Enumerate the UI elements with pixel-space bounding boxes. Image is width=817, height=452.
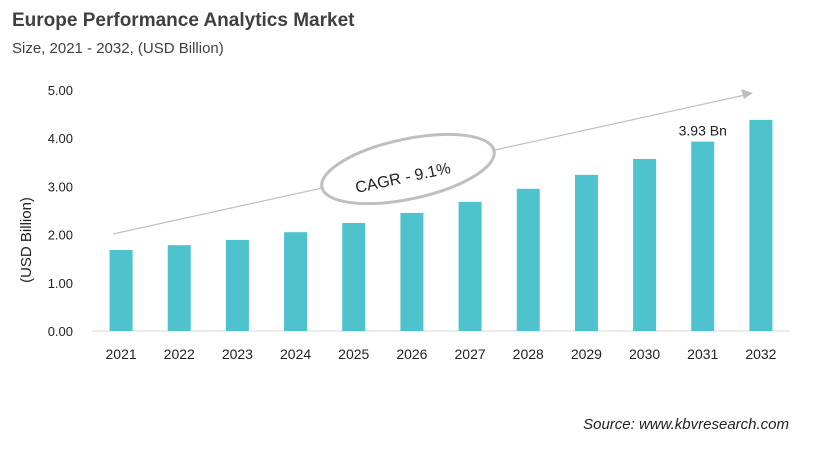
bar-2028 bbox=[516, 188, 540, 331]
x-tick-label: 2024 bbox=[280, 346, 311, 362]
x-tick-label: 2025 bbox=[338, 346, 369, 362]
bar-2023 bbox=[225, 239, 249, 331]
y-tick-label: 2.00 bbox=[48, 228, 73, 243]
trend-arrow-head bbox=[741, 89, 753, 99]
chart-subtitle: Size, 2021 - 2032, (USD Billion) bbox=[12, 40, 224, 57]
bar-2021 bbox=[109, 250, 133, 331]
bar-2031 bbox=[691, 141, 715, 331]
bar-2027 bbox=[458, 201, 482, 331]
data-label-2031: 3.93 Bn bbox=[679, 123, 727, 139]
bar-2024 bbox=[284, 232, 308, 331]
x-tick-label: 2028 bbox=[513, 346, 544, 362]
x-tick-label: 2023 bbox=[222, 346, 253, 362]
y-axis-label: (USD Billion) bbox=[18, 197, 35, 283]
bar-2022 bbox=[167, 245, 191, 331]
cagr-ellipse bbox=[320, 132, 496, 206]
x-tick-label: 2026 bbox=[396, 346, 427, 362]
x-tick-label: 2022 bbox=[164, 346, 195, 362]
bar-2025 bbox=[342, 223, 366, 331]
x-tick-label: 2031 bbox=[687, 346, 718, 362]
chart-title: Europe Performance Analytics Market bbox=[12, 10, 355, 31]
y-tick-label: 4.00 bbox=[48, 131, 73, 146]
x-tick-label: 2032 bbox=[745, 346, 776, 362]
x-tick-label: 2021 bbox=[106, 346, 137, 362]
source-note: Source: www.kbvresearch.com bbox=[583, 416, 789, 433]
y-tick-label: 5.00 bbox=[48, 83, 73, 98]
y-tick-label: 3.00 bbox=[48, 179, 73, 194]
bar-2029 bbox=[574, 174, 598, 331]
bar-2032 bbox=[749, 119, 773, 331]
x-tick-label: 2027 bbox=[455, 346, 486, 362]
y-tick-label: 0.00 bbox=[48, 324, 73, 339]
y-tick-label: 1.00 bbox=[48, 276, 73, 291]
bar-2026 bbox=[400, 212, 424, 331]
x-tick-label: 2030 bbox=[629, 346, 660, 362]
bar-2030 bbox=[633, 158, 657, 331]
x-tick-label: 2029 bbox=[571, 346, 602, 362]
